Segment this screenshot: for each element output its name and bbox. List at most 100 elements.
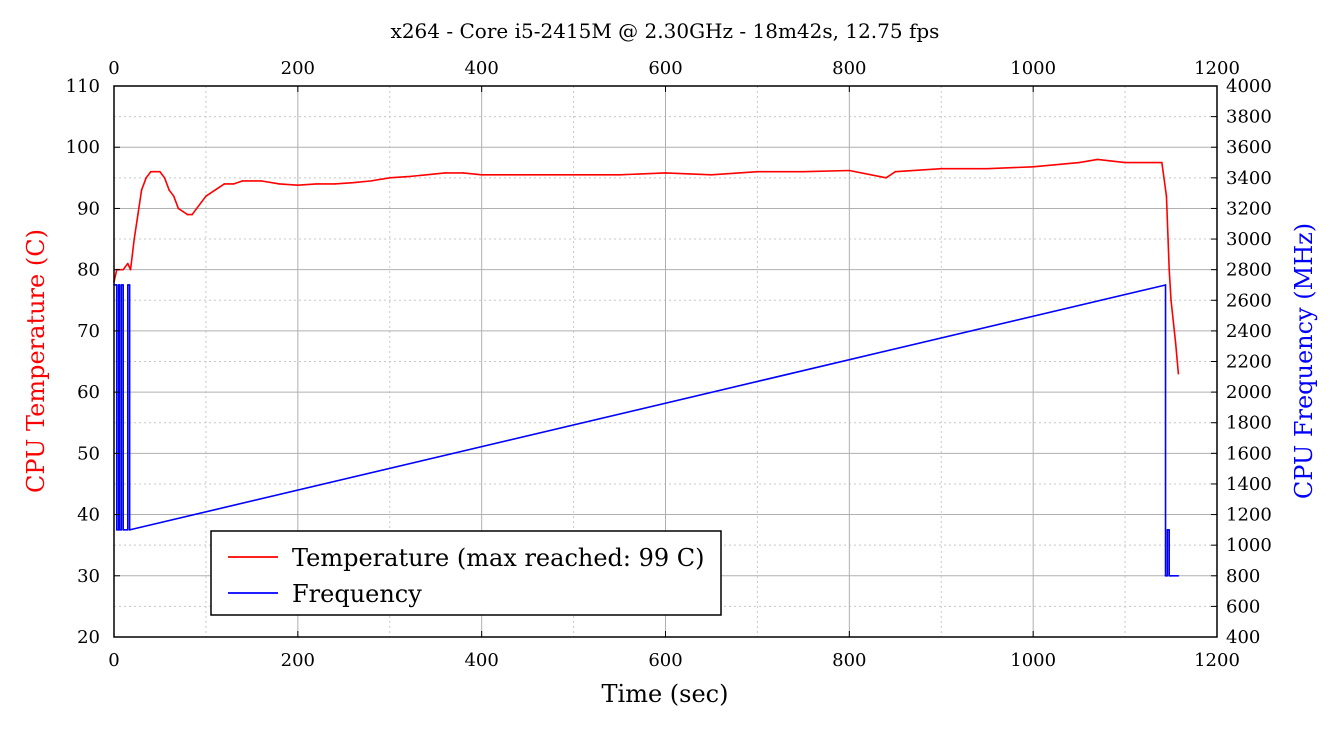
y-left-tick-label: 50 (77, 443, 100, 464)
temperature-point (1032, 166, 1034, 168)
y-left-tick-label: 100 (66, 137, 100, 158)
temperature-point (848, 169, 851, 172)
y-right-tick-label: 2000 (1226, 382, 1272, 403)
frequency-point (126, 529, 129, 531)
y-right-tick-label: 1400 (1226, 474, 1272, 495)
y-right-tick-label: 400 (1226, 627, 1260, 648)
temperature-point (200, 201, 203, 204)
temperature-point (1174, 342, 1177, 344)
temperature-point (940, 167, 943, 170)
temperature-point (177, 207, 180, 210)
temperature-point (315, 183, 318, 185)
frequency-point (115, 284, 118, 286)
y-right-tick-label: 3600 (1226, 137, 1272, 158)
frequency-point (128, 284, 131, 286)
temperature-point (154, 170, 157, 173)
frequency-point (1164, 284, 1167, 286)
y-left-tick-label: 40 (77, 505, 100, 526)
temperature-point (352, 181, 354, 184)
y-right-tick-label: 2600 (1226, 290, 1272, 311)
temperature-point (618, 173, 621, 176)
frequency-point (122, 284, 124, 286)
y-right-tick-label: 1200 (1226, 505, 1272, 526)
x-top-tick-label: 800 (832, 58, 866, 79)
temperature-point (333, 183, 336, 185)
temperature-point (159, 170, 161, 173)
legend-frequency-label: Frequency (292, 580, 422, 608)
frequency-point (120, 529, 123, 531)
x-tick-label: 200 (281, 650, 315, 671)
temperature-point (126, 262, 129, 265)
temperature-point (425, 173, 428, 176)
legend-temperature-label: Temperature (max reached: 99 C) (292, 544, 705, 572)
temperature-point (572, 173, 575, 176)
y-axis-right-label: CPU Frequency (MHz) (1290, 223, 1318, 499)
temperature-point (802, 170, 805, 173)
temperature-point (223, 183, 226, 185)
temperature-point (172, 195, 175, 197)
x-top-tick-label: 200 (281, 58, 315, 79)
temperature-point (664, 172, 667, 174)
temperature-point (232, 183, 235, 185)
temperature-point (1177, 372, 1180, 375)
temperature-point (444, 172, 446, 174)
temperature-point (182, 210, 184, 213)
y-right-tick-label: 1000 (1226, 535, 1272, 556)
chart-title: x264 - Core i5-2415M @ 2.30GHz - 18m42s,… (391, 19, 940, 43)
temperature-point (756, 170, 759, 173)
series-layer (113, 158, 1180, 577)
frequency-point (1168, 529, 1170, 531)
temperature-point (986, 167, 989, 170)
temperature-point (140, 189, 143, 191)
frequency-point (118, 529, 121, 531)
temperature-point (122, 268, 124, 271)
temperature-point (133, 238, 136, 240)
y-left-tick-label: 20 (77, 627, 100, 648)
temperature-point (186, 213, 189, 216)
frequency-point (118, 284, 121, 286)
frequency-point (128, 529, 131, 531)
x-tick-label: 600 (648, 650, 682, 671)
y-right-tick-label: 3800 (1226, 107, 1272, 128)
frequency-point (115, 529, 118, 531)
temperature-point (168, 189, 170, 191)
y-right-tick-label: 3400 (1226, 168, 1272, 189)
frequency-point (120, 284, 123, 286)
temperature-point (195, 207, 198, 210)
temperature-point (163, 177, 166, 179)
frequency-point (1164, 574, 1167, 577)
frequency-point (122, 529, 124, 531)
temperature-point (278, 183, 281, 185)
y-right-tick-label: 2800 (1226, 260, 1272, 281)
temperature-point (241, 180, 244, 182)
frequency-point (1166, 574, 1169, 577)
y-right-tick-label: 2200 (1226, 352, 1272, 373)
temperature-point (145, 177, 147, 179)
x-top-tick-label: 400 (464, 58, 498, 79)
y-right-tick-label: 800 (1226, 566, 1260, 587)
temperature-point (894, 170, 897, 173)
y-right-tick-label: 600 (1226, 596, 1260, 617)
x-top-tick-label: 600 (648, 58, 682, 79)
x-tick-label: 800 (832, 650, 866, 671)
x-top-tick-label: 1200 (1194, 58, 1240, 79)
y-left-tick-label: 70 (77, 321, 100, 342)
y-right-tick-label: 3000 (1226, 229, 1272, 250)
x-tick-label: 1000 (1010, 650, 1056, 671)
y-left-tick-label: 30 (77, 566, 100, 587)
temperature-point (1170, 299, 1172, 302)
frequency-point (1168, 574, 1170, 577)
tick-labels: 0 200 400 600 800 1000 1200 0 200 400 600 800 1000 12… (66, 58, 1272, 671)
temperature-point (1124, 161, 1126, 164)
x-tick-label: 1200 (1194, 650, 1240, 671)
temperature-point (191, 213, 193, 216)
temperature-point (407, 175, 409, 178)
temperature-point (1078, 161, 1080, 164)
frequency-point (1170, 574, 1172, 577)
y-right-tick-label: 1600 (1226, 443, 1272, 464)
x-tick-label: 400 (464, 650, 498, 671)
x-axis-label: Time (sec) (602, 680, 729, 708)
y-right-tick-label: 3200 (1226, 198, 1272, 219)
temperature-point (885, 177, 887, 179)
